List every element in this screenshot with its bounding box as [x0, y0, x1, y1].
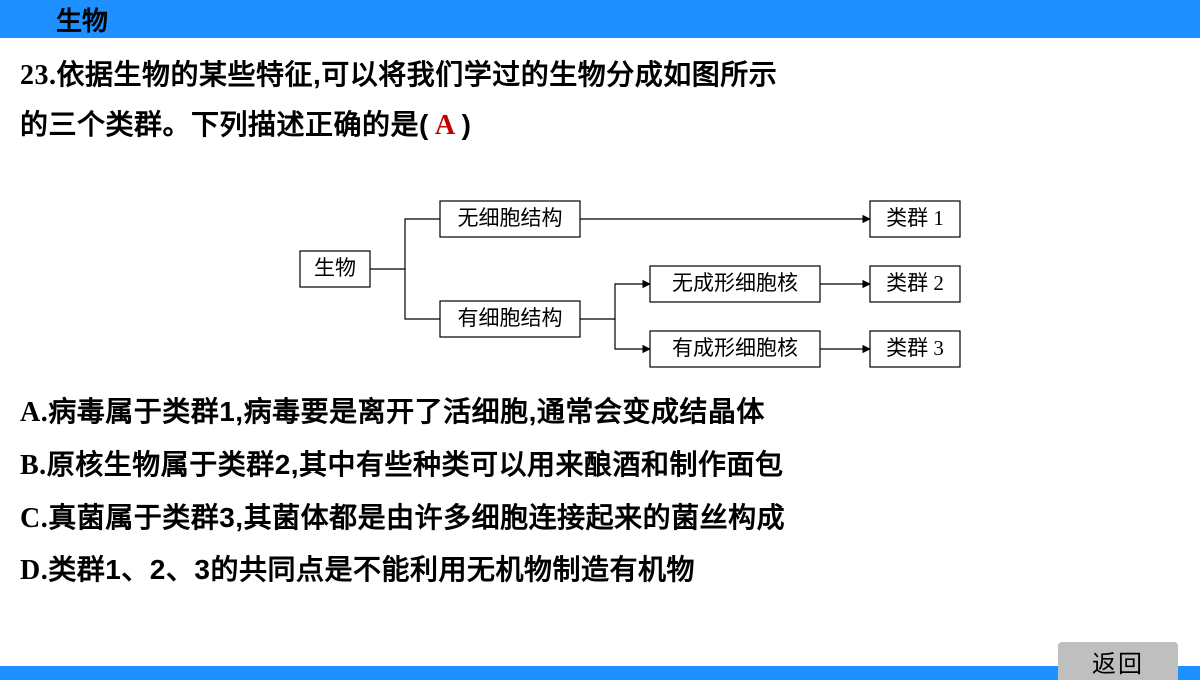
option-C-text: 真菌属于类群3,其菌体都是由许多细胞连接起来的菌丝构成 [48, 502, 785, 533]
node-n3-label: 无成形细胞核 [672, 271, 798, 295]
edge-root-n2 [405, 269, 440, 319]
options-list: A.病毒属于类群1,病毒要是离开了活细胞,通常会变成结晶体 B.原核生物属于类群… [20, 386, 1180, 597]
slide-page: 生物 23.依据生物的某些特征,可以将我们学过的生物分成如图所示 的三个类群。下… [0, 0, 1200, 680]
option-B: B.原核生物属于类群2,其中有些种类可以用来酿酒和制作面包 [20, 439, 1180, 492]
option-B-text: 原核生物属于类群2,其中有些种类可以用来酿酒和制作面包 [47, 449, 784, 480]
question-prompt: 23.依据生物的某些特征,可以将我们学过的生物分成如图所示 [20, 50, 1180, 100]
option-D-text: 类群1、2、3的共同点是不能利用无机物制造有机物 [48, 554, 695, 585]
edge-root-n1 [370, 219, 440, 269]
node-n1-label: 无细胞结构 [458, 206, 563, 230]
back-button[interactable]: 返回 [1058, 642, 1178, 680]
question-text-line1: 依据生物的某些特征,可以将我们学过的生物分成如图所示 [57, 59, 778, 90]
option-A-text: 病毒属于类群1,病毒要是离开了活细胞,通常会变成结晶体 [48, 396, 765, 427]
node-n4-label: 有成形细胞核 [672, 336, 798, 360]
edge-n2-n3 [580, 284, 650, 319]
node-root-label: 生物 [314, 256, 356, 280]
option-C: C.真菌属于类群3,其菌体都是由许多细胞连接起来的菌丝构成 [20, 492, 1180, 545]
subject-title: 生物 [56, 1, 108, 38]
node-g3-label: 类群 3 [886, 336, 944, 360]
option-D: D.类群1、2、3的共同点是不能利用无机物制造有机物 [20, 544, 1180, 597]
node-g1-label: 类群 1 [886, 206, 944, 230]
node-g2-label: 类群 2 [886, 271, 944, 295]
footer-bar [0, 666, 1200, 680]
classification-diagram: 生物 无细胞结构 有细胞结构 无成形细胞核 有成形细胞核 类群 1 类群 2 [20, 156, 1180, 376]
content-area: 23.依据生物的某些特征,可以将我们学过的生物分成如图所示 的三个类群。下列描述… [0, 38, 1200, 597]
node-n2-label: 有细胞结构 [458, 306, 563, 330]
question-number: 23. [20, 60, 57, 91]
answer-blank: A [429, 110, 462, 141]
question-text-line2-pre: 的三个类群。下列描述正确的是( [20, 109, 429, 140]
question-text-line2-post: ) [462, 109, 472, 140]
back-button-label: 返回 [1092, 644, 1144, 679]
header-bar: 生物 [0, 0, 1200, 38]
question-prompt-line2: 的三个类群。下列描述正确的是(A) [20, 100, 1180, 150]
edge-n2-n4 [615, 319, 650, 349]
option-A: A.病毒属于类群1,病毒要是离开了活细胞,通常会变成结晶体 [20, 386, 1180, 439]
diagram-svg: 生物 无细胞结构 有细胞结构 无成形细胞核 有成形细胞核 类群 1 类群 2 [210, 156, 990, 376]
